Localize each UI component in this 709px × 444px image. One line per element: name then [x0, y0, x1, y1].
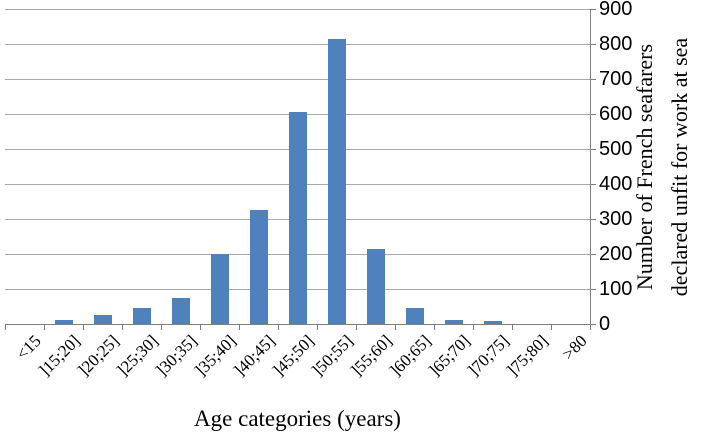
- y-tick-mark: [591, 9, 596, 10]
- x-tick-mark: [239, 325, 240, 330]
- y-tick-mark: [591, 324, 596, 325]
- y-tick-label: 200: [599, 243, 633, 265]
- x-tick-mark: [473, 325, 474, 330]
- x-tick-mark: [395, 325, 396, 330]
- y-tick-label: 0: [599, 313, 611, 335]
- y-tick-label: 700: [599, 68, 633, 90]
- x-tick-mark: [356, 325, 357, 330]
- bar: [328, 39, 346, 324]
- x-tick-mark: [44, 325, 45, 330]
- gridline: [5, 9, 590, 10]
- y-tick-mark: [591, 79, 596, 80]
- gridline: [5, 79, 590, 80]
- y-tick-label: 800: [599, 33, 633, 55]
- bar: [172, 298, 190, 324]
- y-tick-label: 900: [599, 0, 633, 20]
- y-tick-mark: [591, 149, 596, 150]
- x-tick-mark: [590, 325, 591, 330]
- y-tick-label: 600: [599, 103, 633, 125]
- x-tick-mark: [200, 325, 201, 330]
- x-tick-mark: [434, 325, 435, 330]
- gridline: [5, 44, 590, 45]
- bar: [367, 249, 385, 324]
- y-axis-title: Number of French seafarers declared unfi…: [627, 0, 699, 337]
- y-tick-mark: [591, 114, 596, 115]
- y-tick-mark: [591, 219, 596, 220]
- y-tick-label: 500: [599, 138, 633, 160]
- x-tick-mark: [551, 325, 552, 330]
- bar: [133, 308, 151, 324]
- bar: [55, 320, 73, 324]
- bar: [289, 112, 307, 324]
- bar: [445, 320, 463, 324]
- y-tick-label: 300: [599, 208, 633, 230]
- y-axis-title-line2: declared unfit for work at sea: [667, 37, 692, 297]
- x-tick-mark: [122, 325, 123, 330]
- y-tick-label: 100: [599, 278, 633, 300]
- y-tick-mark: [591, 184, 596, 185]
- x-axis-line: [5, 324, 591, 325]
- x-tick-mark: [317, 325, 318, 330]
- bar: [484, 321, 502, 324]
- bar: [406, 308, 424, 324]
- x-tick-mark: [83, 325, 84, 330]
- bar: [211, 254, 229, 324]
- y-tick-label: 400: [599, 173, 633, 195]
- bar: [250, 210, 268, 324]
- x-tick-mark: [161, 325, 162, 330]
- bar: [94, 315, 112, 324]
- x-tick-mark: [278, 325, 279, 330]
- y-tick-mark: [591, 289, 596, 290]
- y-tick-mark: [591, 44, 596, 45]
- y-axis-line: [590, 9, 591, 325]
- x-tick-mark: [512, 325, 513, 330]
- x-axis-title: Age categories (years): [194, 406, 401, 431]
- y-tick-mark: [591, 254, 596, 255]
- x-tick-mark: [5, 325, 6, 330]
